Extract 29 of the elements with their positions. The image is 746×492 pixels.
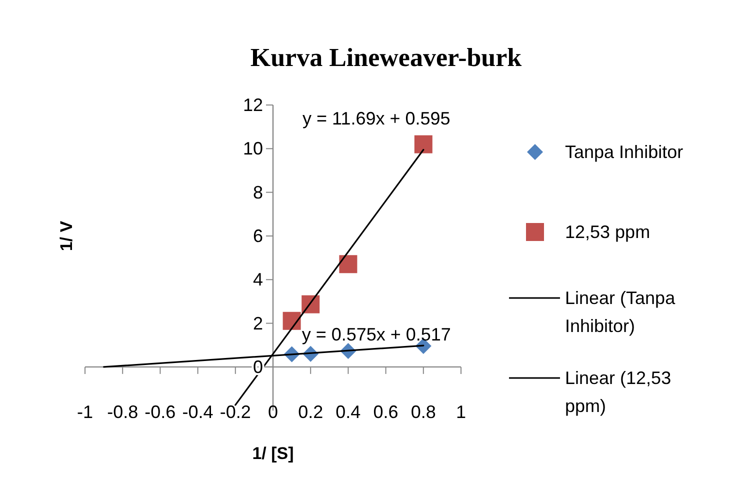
y-tick-label: 12 (242, 95, 263, 115)
legend-label: Tanpa Inhibitor (565, 142, 684, 162)
y-tick-label: 2 (252, 313, 263, 334)
x-tick-label: 0 (268, 402, 278, 422)
point (414, 135, 432, 154)
x-tick-label: -0.2 (220, 402, 251, 422)
y-tick-label: 4 (252, 270, 263, 290)
x-tick-label: -0.6 (144, 402, 176, 422)
annotation: y = 11.69x + 0.595 (302, 108, 450, 129)
y-tick-label: 10 (242, 138, 263, 159)
x-tick-label: 0.8 (410, 402, 436, 422)
x-tick-label: 0.6 (373, 402, 398, 422)
y-axis-title: 1/ V (57, 220, 76, 252)
x-tick-label: 1 (456, 402, 466, 422)
chart-title: Kurva Lineweaver-burk (250, 43, 522, 72)
x-axis-title: 1/ [S] (252, 444, 294, 463)
x-tick-label: -1 (76, 402, 94, 422)
legend-label: 12,53 ppm (565, 222, 650, 242)
legend-label: Linear (12,53 ppm) (565, 368, 672, 416)
point (282, 312, 301, 330)
y-tick-label: 6 (252, 226, 263, 246)
annotation: y = 0.575x + 0.517 (302, 324, 451, 345)
x-tick-label: 0.4 (336, 402, 361, 422)
point (339, 255, 358, 274)
y-tick-label: 8 (252, 182, 263, 202)
legend-label: Linear (Tanpa Inhibitor) (565, 288, 676, 336)
x-tick-label: 0.2 (298, 402, 324, 422)
x-tick-label: -0.4 (182, 402, 214, 422)
x-tick-label: -0.8 (107, 402, 138, 422)
